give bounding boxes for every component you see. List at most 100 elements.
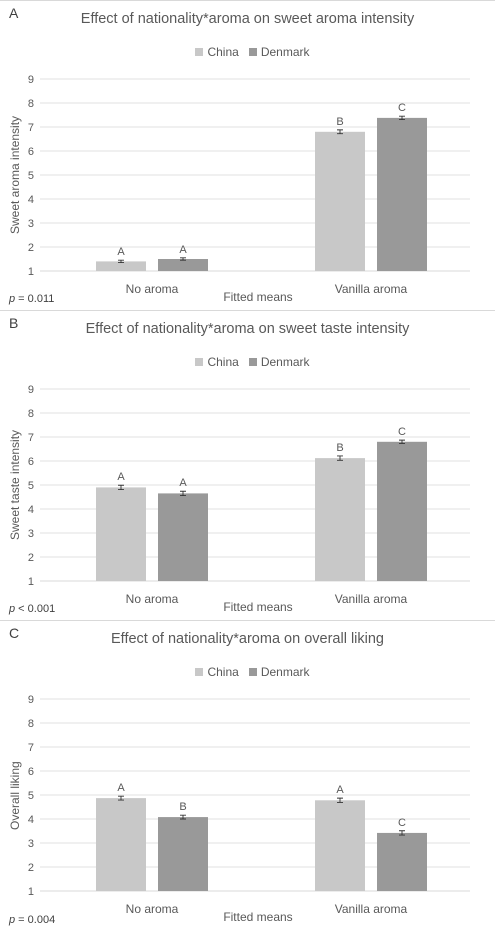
x-axis-title: Fitted means [223, 910, 292, 924]
chart-panel-c: 1 2 3 4 5 6 7 8 9 A B No aroma A C Vanilla aroma Fitted… [0, 620, 495, 931]
y-tick-label: 4 [28, 504, 34, 516]
y-tick-label: 8 [28, 98, 34, 110]
error-bar [180, 490, 186, 497]
p-symbol: p [9, 293, 16, 305]
y-tick-label: 1 [28, 576, 34, 588]
y-tick-label: 6 [28, 146, 34, 158]
y-tick-label: 9 [28, 384, 34, 396]
x-category-label: No aroma [126, 592, 179, 606]
error-bar [337, 797, 343, 803]
y-tick-label: 4 [28, 814, 34, 826]
legend: China Denmark [0, 354, 495, 369]
significance-letter: A [179, 244, 187, 256]
p-value: p = 0.011 [9, 293, 54, 305]
bar-denmark-vanilla-aroma [377, 441, 427, 581]
bar-denmark-no-aroma [158, 259, 208, 271]
plot-area: 1 2 3 4 5 6 7 8 9 A B No aroma A C Vanilla aroma Fitted… [28, 694, 470, 924]
legend: China Denmark [0, 664, 495, 679]
significance-letter: A [117, 471, 125, 483]
chart-panel-a: 1 2 3 4 5 6 7 8 9 A A No aroma B C Vanilla aroma Fitted… [0, 0, 495, 310]
bar-denmark-vanilla-aroma [377, 117, 427, 271]
legend-swatch-denmark [248, 357, 257, 366]
bar-china-no-aroma [96, 487, 146, 581]
legend-swatch-denmark [248, 47, 257, 56]
y-tick-label: 7 [28, 432, 34, 444]
legend-label-china: China [207, 664, 239, 679]
error-bar [399, 115, 405, 121]
y-tick-label: 1 [28, 266, 34, 278]
legend: China Denmark [0, 44, 495, 59]
chart-title: Effect of nationality*aroma on overall l… [111, 631, 384, 647]
significance-letter: A [179, 477, 187, 489]
plot-area: 1 2 3 4 5 6 7 8 9 A A No aroma B C Vanilla aroma Fitted… [28, 74, 470, 304]
error-bar [180, 257, 186, 261]
bar-denmark-vanilla-aroma [377, 832, 427, 891]
bar-china-no-aroma [96, 798, 146, 891]
error-bar [118, 484, 124, 491]
y-tick-label: 9 [28, 694, 34, 706]
chart-title: Effect of nationality*aroma on sweet aro… [80, 11, 415, 27]
error-bar [118, 259, 124, 264]
significance-letter: C [398, 817, 406, 829]
y-tick-label: 8 [28, 718, 34, 730]
significance-letter: B [336, 442, 343, 454]
y-tick-label: 2 [28, 552, 34, 564]
x-axis-title: Fitted means [223, 600, 292, 614]
bar-china-vanilla-aroma [315, 458, 365, 581]
p-symbol: p [9, 603, 16, 615]
bar-denmark-no-aroma [158, 817, 208, 891]
y-tick-label: 3 [28, 838, 34, 850]
x-axis-title: Fitted means [223, 290, 292, 304]
legend-swatch-china [195, 667, 204, 676]
y-axis-label: Overall liking [8, 760, 22, 830]
legend-swatch-china [195, 357, 204, 366]
plot-area: 1 2 3 4 5 6 7 8 9 A A No aroma B C Vanilla aroma Fitted… [28, 384, 470, 614]
significance-letter: A [117, 782, 125, 794]
bar-denmark-no-aroma [158, 493, 208, 581]
panel-letter: C [9, 625, 20, 641]
significance-letter: C [398, 102, 406, 114]
legend-label-denmark: Denmark [260, 354, 310, 369]
legend-swatch-china [195, 47, 204, 56]
significance-letter: A [117, 246, 125, 258]
y-tick-label: 2 [28, 862, 34, 874]
error-bar [180, 814, 186, 820]
significance-letter: B [179, 801, 186, 813]
error-bar [399, 830, 405, 836]
significance-letter: C [398, 426, 406, 438]
error-bar [399, 439, 405, 444]
y-tick-label: 5 [28, 170, 34, 182]
p-text: < 0.001 [15, 603, 56, 615]
y-tick-label: 1 [28, 886, 34, 898]
y-axis-label: Sweet taste intensity [8, 429, 22, 540]
p-symbol: p [9, 914, 16, 926]
y-tick-label: 3 [28, 218, 34, 230]
chart-title: Effect of nationality*aroma on sweet tas… [85, 321, 410, 337]
y-tick-label: 5 [28, 790, 34, 802]
legend-label-denmark: Denmark [260, 44, 310, 59]
error-bar [337, 129, 343, 135]
legend-label-china: China [207, 354, 239, 369]
y-tick-label: 6 [28, 456, 34, 468]
x-category-label: No aroma [126, 282, 179, 296]
bar-china-vanilla-aroma [315, 800, 365, 891]
chart-panel-b: 1 2 3 4 5 6 7 8 9 A A No aroma B C Vanilla aroma Fitted… [0, 310, 495, 620]
y-tick-label: 6 [28, 766, 34, 778]
bar-china-no-aroma [96, 261, 146, 271]
bar-china-vanilla-aroma [315, 131, 365, 271]
significance-letter: A [336, 784, 344, 796]
legend-label-china: China [207, 44, 239, 59]
y-tick-label: 4 [28, 194, 34, 206]
p-value: p < 0.001 [9, 603, 55, 615]
y-tick-label: 9 [28, 74, 34, 86]
error-bar [118, 795, 124, 801]
error-bar [337, 455, 343, 461]
y-tick-label: 5 [28, 480, 34, 492]
panel-letter: A [9, 5, 19, 21]
x-category-label: Vanilla aroma [335, 282, 408, 296]
y-axis-label: Sweet aroma intensity [8, 115, 22, 234]
x-category-label: Vanilla aroma [335, 902, 408, 916]
p-text: = 0.004 [15, 914, 56, 926]
panel-letter: B [9, 315, 19, 331]
p-value: p = 0.004 [9, 914, 55, 926]
